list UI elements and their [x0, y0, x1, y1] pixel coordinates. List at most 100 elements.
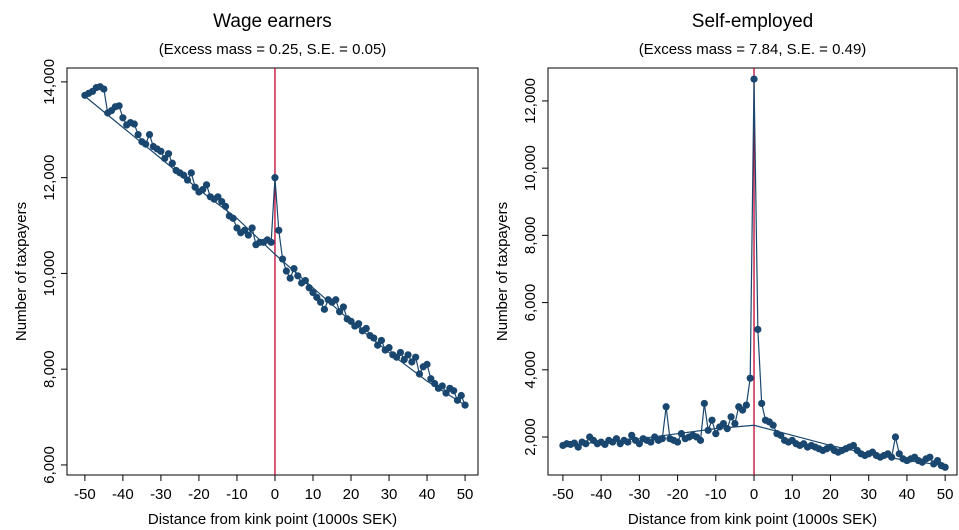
- data-point: [719, 419, 728, 428]
- x-tick-label: 50: [937, 486, 954, 503]
- plot-area: [547, 67, 958, 476]
- data-point: [777, 431, 785, 439]
- x-tick-label: -30: [629, 486, 651, 503]
- data-point: [286, 274, 294, 282]
- data-point: [574, 443, 582, 451]
- y-tick-label: 8,000: [522, 217, 539, 255]
- data-point: [933, 456, 942, 465]
- data-point: [244, 231, 252, 239]
- data-point: [758, 399, 766, 408]
- data-point: [423, 360, 431, 368]
- chart-subtitle: (Excess mass = 0.25, S.E. = 0.05): [159, 41, 387, 58]
- x-tick-label: 10: [784, 486, 801, 503]
- data-point: [316, 298, 325, 306]
- data-point: [700, 399, 708, 408]
- data-point: [731, 419, 739, 428]
- x-tick-label: 30: [860, 486, 877, 503]
- data-point: [891, 433, 900, 441]
- data-point: [278, 255, 287, 263]
- data-point: [662, 403, 670, 411]
- data-point: [100, 85, 108, 93]
- data-point: [723, 425, 731, 433]
- y-tick-label: 6,000: [41, 446, 58, 484]
- data-point: [130, 120, 138, 128]
- data-point: [895, 450, 903, 458]
- data-point: [742, 401, 750, 409]
- data-point: [708, 416, 716, 424]
- data-point: [370, 334, 378, 342]
- data-point: [248, 224, 256, 232]
- y-tick-label: 6,000: [522, 284, 539, 322]
- x-tick-label: 0: [750, 486, 758, 503]
- x-tick-label: -20: [188, 486, 210, 503]
- data-point: [404, 351, 412, 359]
- x-axis-label: Distance from kink point (1000s SEK): [148, 511, 397, 528]
- data-point: [658, 435, 666, 443]
- data-point: [142, 140, 150, 148]
- data-point: [396, 348, 405, 357]
- x-tick-label: 30: [381, 486, 398, 503]
- data-point: [164, 150, 173, 158]
- data-point: [849, 441, 858, 450]
- data-point: [704, 426, 712, 434]
- data-point: [450, 387, 458, 395]
- data-point: [750, 75, 758, 83]
- data-point: [119, 114, 127, 122]
- data-point: [221, 202, 230, 210]
- chart-title: Self-employed: [692, 11, 813, 32]
- data-point: [290, 265, 298, 273]
- data-point: [628, 431, 636, 439]
- x-tick-label: -40: [590, 486, 612, 503]
- y-axis-label: Number of taxpayers: [494, 202, 511, 341]
- y-tick-label: 10,000: [41, 250, 58, 296]
- data-point: [282, 267, 290, 275]
- plot-area: [66, 67, 479, 476]
- x-tick-label: -50: [74, 486, 96, 503]
- data-point: [187, 169, 195, 177]
- data-point: [202, 181, 211, 189]
- chart-subtitle: (Excess mass = 7.84, S.E. = 0.49): [639, 41, 867, 58]
- data-point: [168, 159, 176, 167]
- data-point: [712, 430, 720, 438]
- y-tick-label: 12,000: [41, 155, 58, 201]
- data-point: [267, 238, 275, 246]
- data-point: [926, 453, 934, 461]
- data-point: [415, 370, 424, 378]
- data-point: [635, 440, 643, 448]
- data-point: [115, 102, 123, 110]
- x-tick-label: 40: [899, 486, 916, 503]
- data-point: [754, 325, 762, 334]
- data-point: [457, 391, 465, 400]
- x-tick-label: -10: [705, 486, 727, 503]
- data-point: [385, 344, 393, 352]
- data-point: [275, 226, 283, 234]
- counterfactual-line: [562, 424, 946, 467]
- y-tick-label: 10,000: [522, 145, 539, 191]
- data-point: [134, 130, 142, 139]
- y-tick-label: 14,000: [41, 59, 58, 105]
- data-point: [362, 324, 370, 333]
- y-tick-label: 4,000: [522, 351, 539, 389]
- data-point: [727, 413, 735, 421]
- x-tick-label: 50: [457, 486, 474, 503]
- data-point: [332, 296, 340, 304]
- data-point: [769, 421, 777, 429]
- data-point: [157, 147, 165, 155]
- chart-title: Wage earners: [213, 11, 332, 32]
- data-point: [888, 453, 896, 461]
- data-point: [320, 305, 328, 313]
- data-point: [377, 336, 386, 345]
- y-axis-label: Number of taxpayers: [13, 202, 30, 341]
- data-point: [738, 406, 747, 414]
- x-tick-label: -50: [552, 486, 574, 503]
- y-tick-label: 8,000: [41, 350, 58, 388]
- y-tick-label: 12,000: [522, 78, 539, 124]
- counterfactual-line: [84, 95, 466, 406]
- x-tick-label: 20: [822, 486, 839, 503]
- data-point: [438, 382, 446, 390]
- data-point: [412, 353, 420, 361]
- x-tick-label: -20: [667, 486, 689, 503]
- x-tick-label: -30: [150, 486, 172, 503]
- data-point: [339, 303, 348, 311]
